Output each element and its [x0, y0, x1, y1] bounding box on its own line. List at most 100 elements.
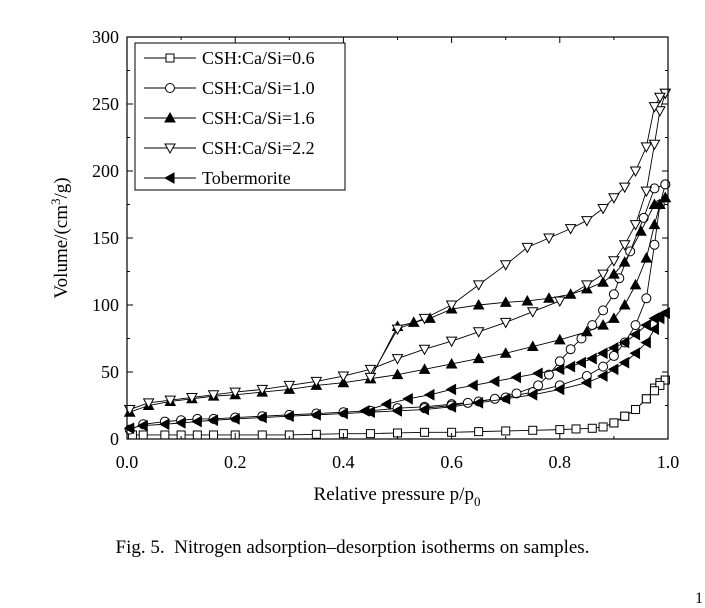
tobermorite-point: [488, 375, 500, 388]
csh-ca-si-2-2-point: [526, 307, 539, 318]
csh-ca-si-2-2-point: [164, 395, 177, 407]
csh-ca-si-0-6-point: [420, 427, 430, 437]
series-csh-ca-si-2-2: [123, 88, 672, 416]
csh-ca-si-2-2-point: [418, 344, 431, 356]
csh-ca-si-1-0-point: [489, 393, 500, 404]
csh-ca-si-1-6-point: [608, 268, 620, 279]
tobermorite-point: [618, 356, 630, 369]
csh-ca-si-2-2-point: [640, 186, 653, 198]
csh-ca-si-2-2-point: [629, 220, 642, 231]
csh-ca-si-0-6-point: [192, 430, 202, 440]
tobermorite-point: [607, 363, 619, 376]
csh-ca-si-0-6-point: [501, 426, 511, 436]
csh-ca-si-2-2-point: [499, 317, 512, 329]
csh-ca-si-1-6-point: [553, 333, 566, 345]
csh-ca-si-2-2-point: [337, 371, 350, 383]
series-csh-ca-si-0-6: [127, 375, 670, 440]
tobermorite-point: [402, 392, 413, 405]
csh-ca-si-0-6-point: [655, 380, 665, 390]
csh-ca-si-1-0-point: [554, 356, 565, 367]
tobermorite-point: [640, 319, 651, 331]
tobermorite-point: [629, 328, 641, 341]
csh-ca-si-1-6-point: [337, 376, 350, 388]
y-tick-label: 50: [101, 362, 119, 382]
csh-ca-si-2-2-point: [256, 384, 269, 396]
csh-ca-si-1-6-point: [629, 278, 642, 290]
legend-marker: [165, 83, 175, 93]
tobermorite-point: [423, 388, 435, 401]
csh-ca-si-0-6-point: [660, 375, 670, 385]
tobermorite-point: [256, 411, 267, 424]
y-tick-label: 200: [92, 161, 119, 181]
csh-ca-si-2-2-point: [391, 324, 404, 336]
csh-ca-si-1-0-point: [533, 380, 544, 391]
tobermorite-point: [158, 418, 170, 431]
csh-ca-si-0-6-point: [587, 423, 597, 433]
csh-ca-si-1-0-adsorption-line: [129, 184, 666, 431]
tobermorite-point: [123, 422, 135, 435]
csh-ca-si-0-6-point: [641, 394, 651, 404]
tick-layer: 0.0 0.2 0.4 0.6 0.8 1.0 0 50 100 150 200 250 300: [92, 27, 679, 472]
x-tick-label: 0.2: [224, 452, 247, 472]
tobermorite-point: [553, 363, 565, 376]
csh-ca-si-2-2-point: [521, 242, 534, 254]
tobermorite-point: [137, 419, 148, 432]
tobermorite-point: [629, 347, 641, 360]
csh-ca-si-2-2-point: [553, 296, 566, 308]
tobermorite-point: [564, 360, 576, 373]
csh-ca-si-1-0-point: [511, 388, 522, 399]
csh-ca-si-2-2-point: [648, 139, 661, 151]
series-tobermorite: [123, 307, 670, 435]
csh-ca-si-1-0-point: [598, 361, 609, 372]
y-tick-label: 0: [110, 429, 119, 449]
tobermorite-point: [659, 307, 670, 319]
csh-ca-si-1-6-point: [472, 352, 485, 364]
csh-ca-si-2-2-point: [472, 327, 485, 338]
tobermorite-point: [618, 336, 630, 349]
csh-ca-si-0-6-point: [620, 411, 630, 421]
csh-ca-si-1-6-desorption-line: [370, 197, 666, 379]
csh-ca-si-0-6-point: [528, 425, 538, 435]
csh-ca-si-1-6-point: [597, 319, 609, 330]
tobermorite-point: [648, 323, 659, 335]
csh-ca-si-2-2-point: [608, 256, 620, 267]
csh-ca-si-2-2-point: [142, 398, 155, 409]
csh-ca-si-2-2-point: [364, 364, 377, 376]
csh-ca-si-1-6-point: [618, 256, 631, 267]
y-tick-label: 250: [92, 94, 119, 114]
csh-ca-si-1-0-point: [543, 369, 554, 380]
y-tick-label: 300: [92, 27, 119, 47]
tobermorite-point: [364, 406, 375, 419]
csh-ca-si-2-2-point: [445, 336, 458, 348]
csh-ca-si-2-2-point: [581, 216, 593, 227]
tobermorite-point: [445, 400, 457, 413]
csh-ca-si-1-0-point: [641, 293, 652, 304]
csh-ca-si-2-2-point: [654, 106, 666, 117]
csh-ca-si-2-2-point: [648, 102, 661, 113]
caption-text: Nitrogen adsorption–desorption isotherms…: [174, 537, 590, 558]
csh-ca-si-2-2-point: [564, 224, 577, 235]
csh-ca-si-0-6-point: [257, 430, 267, 440]
tobermorite-point: [310, 409, 321, 421]
csh-ca-si-2-2-point: [472, 280, 485, 291]
csh-ca-si-0-6-point: [555, 425, 565, 435]
csh-ca-si-2-2-point: [391, 354, 404, 365]
csh-ca-si-2-2-point: [418, 313, 431, 325]
csh-ca-si-2-2-point: [186, 392, 198, 404]
tobermorite-point: [553, 383, 565, 396]
tobermorite-point: [580, 376, 592, 389]
csh-ca-si-2-2-point: [283, 380, 296, 392]
y-axis-label: Volume/(cm3/g): [48, 177, 72, 298]
tobermorite-point: [607, 342, 619, 354]
figure-caption: Fig. 5. Nitrogen adsorption–desorption i…: [0, 537, 705, 559]
csh-ca-si-2-2-point: [654, 92, 666, 104]
tobermorite-point: [283, 410, 294, 423]
csh-ca-si-1-6-point: [499, 347, 512, 358]
y-tick-label: 150: [92, 228, 119, 248]
tobermorite-point: [207, 414, 219, 427]
csh-ca-si-0-6-point: [631, 405, 641, 415]
y-tick-label: 100: [92, 295, 119, 315]
csh-ca-si-1-6-point: [521, 294, 534, 306]
tobermorite-point: [510, 371, 522, 384]
